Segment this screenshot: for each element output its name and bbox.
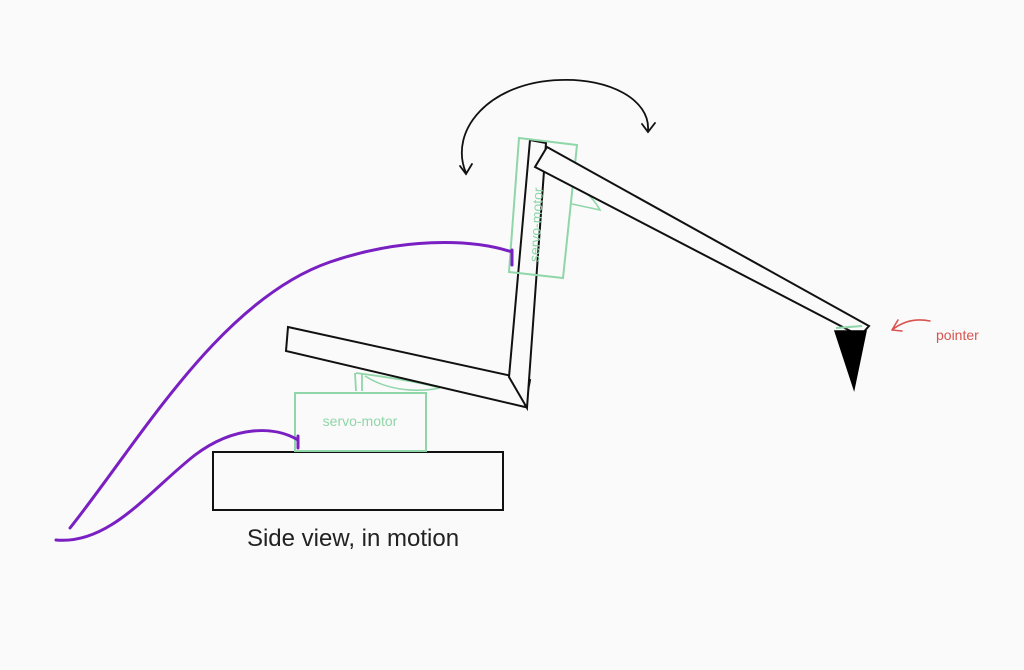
- elbow-servo-label: servo-motor: [526, 187, 546, 263]
- base-servo-body: [294, 392, 427, 452]
- cable-lower: [54, 429, 300, 542]
- upper-arm: [533, 145, 871, 338]
- lower-arm-horizontal: [284, 325, 532, 409]
- curved-double-arrow-icon: [459, 79, 656, 176]
- base-block: [212, 451, 504, 511]
- base-servo: servo-motor: [294, 372, 441, 452]
- pointer-annotation: pointer: [891, 319, 979, 343]
- base-servo-horn-arc: [364, 375, 441, 391]
- cable-upper: [68, 241, 514, 530]
- lower-arm: [284, 138, 548, 412]
- curved-arrow-left-icon: [891, 319, 931, 332]
- cables: [54, 241, 514, 542]
- pointer-label: pointer: [936, 327, 979, 343]
- pointer-tip: [833, 330, 867, 392]
- base-servo-label: servo-motor: [323, 413, 398, 429]
- upper-arm-tip-mount: [835, 325, 863, 329]
- diagram-caption: Side view, in motion: [247, 525, 459, 552]
- elbow-servo-body: [507, 136, 579, 280]
